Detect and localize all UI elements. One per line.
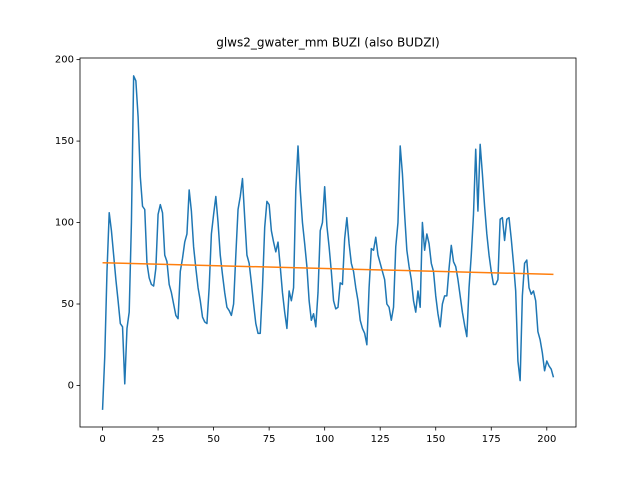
- x-tick-label: 50: [207, 434, 220, 445]
- x-tick-label: 175: [482, 434, 501, 445]
- y-tick-label: 150: [55, 136, 74, 147]
- data-line: [101, 75, 555, 410]
- plot-frame: [79, 57, 577, 428]
- y-tick-label: 100: [55, 218, 74, 229]
- x-tick-label: 25: [152, 434, 165, 445]
- x-tick-label: 125: [371, 434, 390, 445]
- x-tick-label: 200: [537, 434, 556, 445]
- y-tick-label: 50: [61, 299, 74, 310]
- chart-title: glws2_gwater_mm BUZI (also BUDZI): [216, 36, 440, 50]
- x-tick-label: 75: [263, 434, 276, 445]
- x-tick-label: 0: [99, 434, 105, 445]
- y-tick-label: 0: [68, 380, 74, 391]
- x-tick-label: 100: [315, 434, 334, 445]
- x-tick-label: 150: [426, 434, 445, 445]
- y-tick-label: 200: [55, 55, 74, 66]
- data-line: [102, 262, 554, 276]
